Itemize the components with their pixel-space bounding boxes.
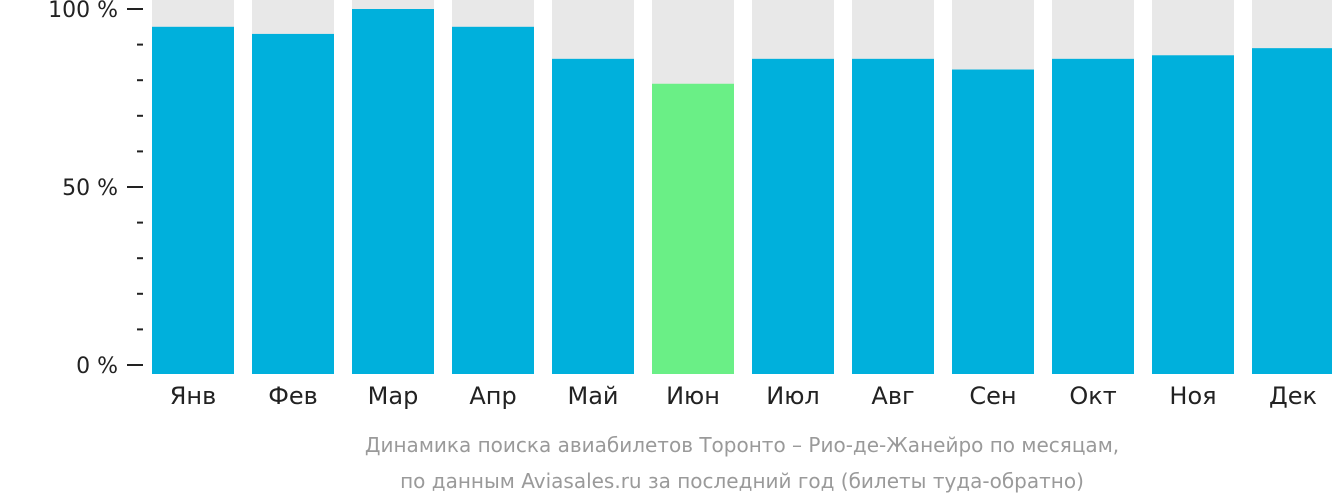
x-tick-label: Окт [1069,382,1116,410]
x-tick-label: Авг [871,382,914,410]
bar-1 [152,26,234,375]
bar-2 [252,33,334,375]
bar-3 [352,9,434,374]
bar-6 [652,83,734,374]
bar-9 [952,69,1034,375]
y-tick-label: 50 % [62,176,118,201]
y-tick-label: 100 % [48,0,118,23]
y-axis: 0 % 50 % 100 % [48,0,143,379]
y-tick-label: 0 % [76,354,118,379]
x-tick-label: Дек [1269,382,1317,410]
x-tick-label: Мар [368,382,419,410]
x-tick-label: Янв [170,382,217,410]
bar-5 [552,58,634,375]
caption-line-2: по данным Aviasales.ru за последний год … [400,469,1084,493]
bar-12 [1252,48,1332,374]
bar-11 [1152,55,1234,374]
x-tick-label: Ноя [1169,382,1216,410]
caption-line-1: Динамика поиска авиабилетов Торонто – Ри… [365,433,1119,457]
x-tick-label: Сен [969,382,1016,410]
bar-10 [1052,58,1134,375]
x-tick-label: Июн [666,382,720,410]
bars [152,0,1332,375]
bar-8 [852,58,934,375]
chart-caption: Динамика поиска авиабилетов Торонто – Ри… [365,433,1119,493]
x-axis-labels: Янв Фев Мар Апр Май Июн Июл Авг Сен Окт Ноя Дек [170,382,1317,410]
x-tick-label: Май [567,382,618,410]
bar-7 [752,58,834,375]
x-tick-label: Апр [469,382,516,410]
bar-4 [452,26,534,375]
x-tick-label: Фев [268,382,318,410]
x-tick-label: Июл [766,382,820,410]
